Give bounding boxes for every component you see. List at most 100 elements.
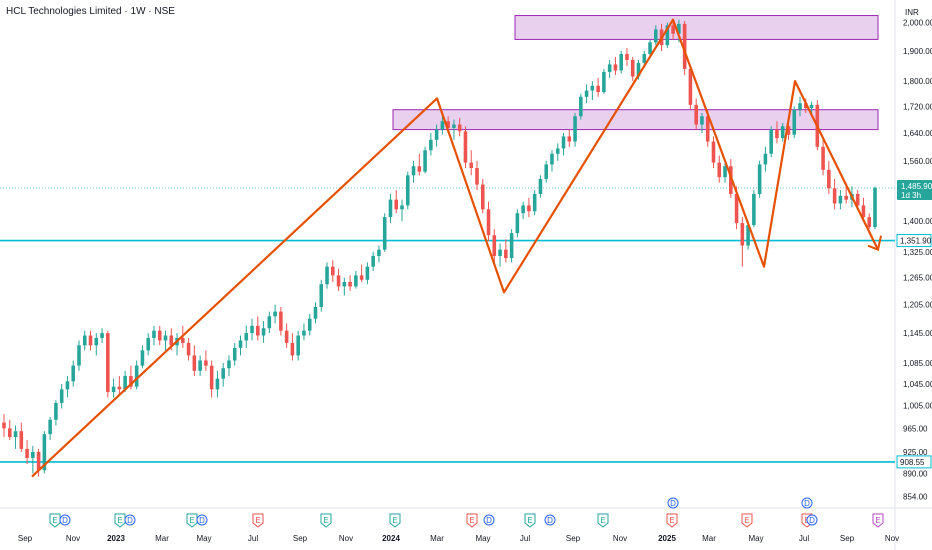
candle-body (492, 235, 497, 256)
candle-body (498, 249, 502, 256)
candle-body (152, 330, 156, 338)
candle-body (452, 124, 456, 128)
time-tick-label: Sep (293, 534, 308, 543)
candle-body (579, 96, 583, 117)
candle-body (544, 164, 549, 179)
candle-body (405, 175, 410, 206)
candle-body (221, 368, 225, 379)
candle-body (48, 419, 52, 435)
earnings-marker-label: E (875, 516, 880, 525)
earnings-marker: E (114, 513, 126, 528)
dividend-marker-top-label: D (804, 499, 810, 508)
earnings-marker: E (49, 513, 61, 528)
candle-body (106, 333, 110, 393)
candle-body (809, 104, 814, 109)
earnings-marker-shape (186, 513, 198, 528)
earnings-marker: E (872, 513, 884, 528)
candle-body (359, 275, 364, 280)
dividend-marker-top-shape (667, 497, 679, 509)
time-tick-label: Mar (155, 534, 169, 543)
candle-body (267, 316, 272, 329)
price-tick-label: 1,560.00 (903, 157, 932, 166)
candle-body (607, 64, 612, 72)
candle-body (613, 64, 618, 71)
dividend-marker-shape (59, 514, 71, 526)
level-tag-1 (896, 234, 932, 248)
candle-body (336, 275, 341, 287)
candle-body (123, 376, 127, 390)
earnings-marker-shape (320, 513, 332, 528)
dividend-marker-shape (806, 514, 818, 526)
candle-body (423, 150, 427, 172)
event-markers: EEEEEEEEEEEEEDDDDDDDD (49, 497, 884, 528)
candle-body (636, 62, 641, 77)
zigzag-pattern (31, 18, 882, 478)
candle-body (596, 85, 600, 93)
time-tick-label: Nov (339, 534, 353, 543)
candle-body (734, 193, 739, 224)
time-tick-label: Sep (566, 534, 581, 543)
price-tick-label: 1,145.00 (903, 329, 932, 338)
candle-body (521, 205, 525, 214)
earnings-marker: E (524, 513, 536, 528)
candle-body (861, 205, 866, 218)
dividend-marker-top: D (667, 497, 679, 509)
candle-body (457, 124, 462, 132)
price-tick-label: 890.00 (903, 469, 928, 478)
candle-body (769, 129, 773, 154)
candle-body (780, 126, 785, 139)
earnings-marker-shape (597, 513, 609, 528)
candle-body (550, 153, 554, 165)
candle-body (273, 311, 277, 317)
candle-body (250, 325, 254, 334)
time-tick-label: Mar (702, 534, 716, 543)
candle-body (371, 255, 375, 267)
candle-body (486, 209, 491, 236)
time-tick-label: Sep (18, 534, 33, 543)
earnings-marker: E (389, 513, 401, 528)
resistance-zones (392, 15, 879, 131)
candle-body (19, 431, 24, 449)
candle-body (192, 355, 197, 371)
candle-body (573, 116, 577, 142)
resistance-zone-2 (392, 109, 879, 131)
earnings-marker: E (466, 513, 478, 528)
earnings-marker-shape (666, 513, 678, 528)
dividend-marker: D (59, 514, 71, 526)
level-tag-label-1: 1,351.90 (900, 237, 932, 246)
candle-body (705, 116, 710, 142)
dividend-marker: D (124, 514, 136, 526)
candle-body (157, 330, 162, 341)
candle-body (821, 146, 825, 170)
time-tick-label: Mar (430, 534, 444, 543)
candle-body (261, 328, 266, 336)
earnings-marker-shape (741, 513, 753, 528)
candle-body (2, 422, 6, 429)
zigzag-arrowhead (867, 235, 882, 252)
candle-body (717, 162, 722, 178)
candle-body (602, 71, 606, 93)
candle-body (342, 281, 347, 287)
candle-body (786, 126, 791, 135)
dividend-marker: D (806, 514, 818, 526)
candle-body (411, 166, 416, 176)
dividend-marker: D (196, 514, 208, 526)
earnings-marker: E (666, 513, 678, 528)
candle-body (377, 249, 381, 256)
candle-body (186, 342, 191, 356)
zigzag-line (31, 18, 879, 478)
candle-body (348, 281, 352, 287)
candle-body (642, 53, 647, 63)
candle-body (630, 59, 635, 77)
candle-body (290, 342, 295, 356)
candle-body (590, 85, 595, 91)
candle-body (832, 188, 837, 204)
candle-body (867, 217, 872, 228)
candle-body (740, 223, 745, 246)
price-axis: 2,000.00 1,900.00 1,800.00 1,720.00 1,640.00… (903, 18, 932, 501)
candle-body (296, 335, 300, 356)
candle-body (382, 217, 387, 250)
candles (2, 19, 877, 477)
candle-body (163, 335, 168, 341)
